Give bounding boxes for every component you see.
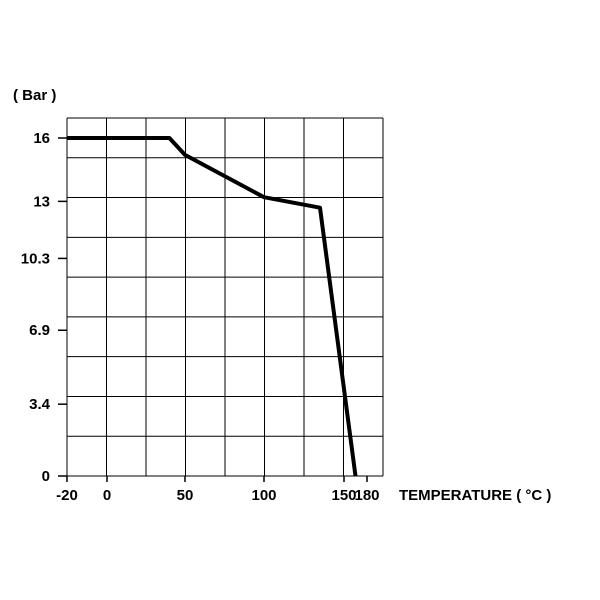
x-tick-label: 0 xyxy=(103,487,111,504)
chart-grid xyxy=(66,117,384,477)
x-tick-label: 100 xyxy=(251,487,276,504)
chart-series xyxy=(67,136,358,477)
y-tick-label: 3.4 xyxy=(29,396,51,413)
x-tick-label: 50 xyxy=(177,487,194,504)
y-tick-label: 16 xyxy=(33,130,50,147)
y-tick-label: 10.3 xyxy=(21,250,50,267)
y-tick-label: 13 xyxy=(33,193,50,210)
y-tick-label: 6.9 xyxy=(29,322,50,339)
y-tick-label: 0 xyxy=(42,468,50,485)
x-tick-label: 150 xyxy=(331,487,356,504)
x-tick-label: -20 xyxy=(56,487,78,504)
pressure-temperature-line xyxy=(67,136,358,477)
x-axis-title: TEMPERATURE ( °C ) xyxy=(399,487,551,504)
y-axis-ticks: 16 13 10.3 6.9 3.4 0 xyxy=(21,130,67,485)
x-tick-label: 180 xyxy=(354,487,379,504)
y-axis-unit-label: ( Bar ) xyxy=(13,87,56,104)
